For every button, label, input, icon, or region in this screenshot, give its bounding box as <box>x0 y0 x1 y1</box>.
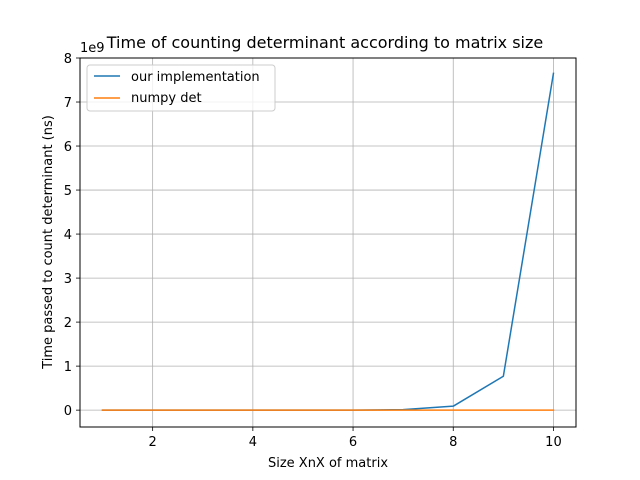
series-layer <box>101 72 555 411</box>
legend-label-our-implementation: our implementation <box>131 70 260 85</box>
plot-frame <box>79 57 577 428</box>
legend-box <box>86 64 276 112</box>
y-tick-label: 1 <box>64 360 72 375</box>
y-tick-label: 6 <box>64 140 72 155</box>
y-tick-label: 8 <box>64 52 72 67</box>
y-scale-note: 1e9 <box>80 41 105 56</box>
y-tick-label: 7 <box>64 96 72 111</box>
legend: our implementation numpy det <box>86 64 276 112</box>
x-axis-label: Size XnX of matrix <box>268 456 388 471</box>
y-tick-label: 3 <box>64 272 72 287</box>
y-axis-ticks: 0 1 2 3 4 5 6 7 8 <box>64 52 80 419</box>
x-tick-label: 4 <box>249 435 257 450</box>
y-axis-label: Time passed to count determinant (ns) <box>41 115 56 370</box>
x-axis-ticks: 2 4 6 8 10 <box>149 427 562 450</box>
legend-label-numpy-det: numpy det <box>131 91 202 106</box>
x-tick-label: 6 <box>349 435 357 450</box>
x-tick-label: 8 <box>449 435 457 450</box>
chart-title: Time of counting determinant according t… <box>106 33 544 52</box>
y-tick-label: 0 <box>64 404 72 419</box>
y-tick-label: 2 <box>64 316 72 331</box>
x-tick-label: 10 <box>545 435 562 450</box>
x-tick-label: 2 <box>149 435 157 450</box>
y-tick-label: 5 <box>64 184 72 199</box>
y-tick-label: 4 <box>64 228 72 243</box>
